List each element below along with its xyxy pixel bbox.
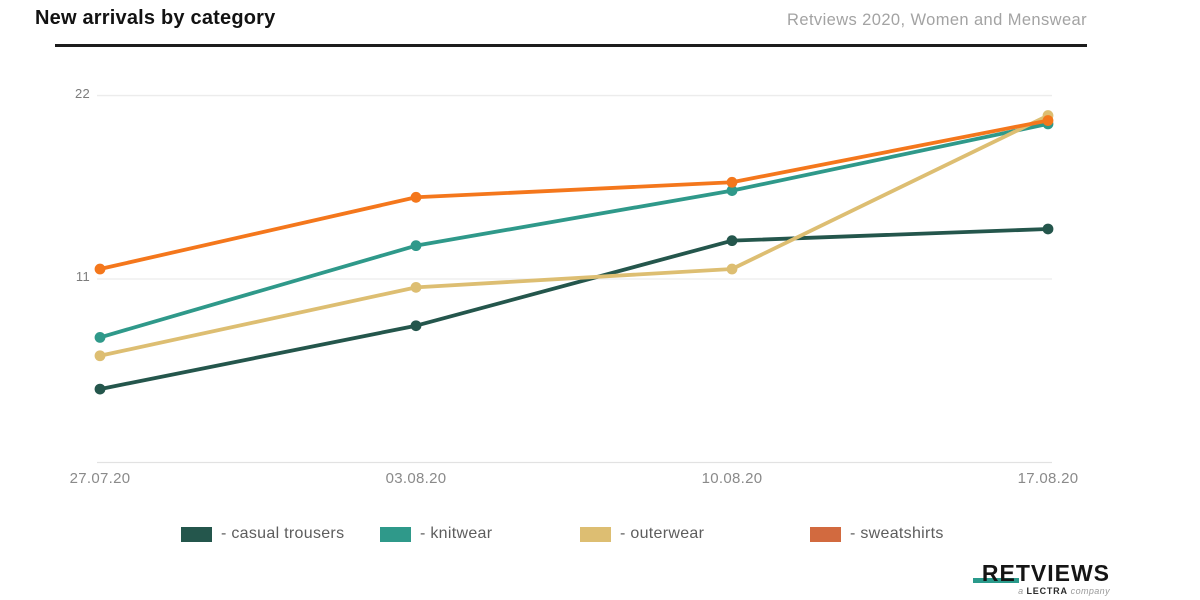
tagline-prefix: a [1018,586,1024,596]
page-subtitle: Retviews 2020, Women and Menswear [787,11,1087,29]
legend-label: - outerwear [620,525,705,542]
header-divider [55,44,1087,47]
legend-swatch-outerwear [580,526,611,542]
y-axis-tick-11: 11 [75,269,90,284]
point-casual-trousers-27.07.20 [94,383,106,395]
legend-label: - knitwear [420,525,493,542]
tagline-suffix: company [1070,586,1110,596]
x-axis-tick: 03.08.20 [385,470,447,487]
point-knitwear-27.07.20 [94,332,106,343]
point-casual-trousers-10.08.20 [726,235,738,247]
point-casual-trousers-03.08.20 [410,320,422,332]
x-axis-tick: 27.07.20 [69,470,131,487]
line-casual-trousers [98,227,1050,392]
point-casual-trousers-17.08.20 [1042,223,1054,235]
page-title: New arrivals by category [35,7,276,29]
logo-brand-text: RETVIEWS [981,560,1110,586]
legend-label: - sweatshirts [850,525,944,542]
legend-swatch-sweatshirts [810,526,841,542]
point-outerwear-10.08.20 [726,263,738,275]
point-sweatshirts-03.08.20 [410,191,422,203]
x-axis-tick: 17.08.20 [1017,470,1079,487]
legend-label: - casual trousers [221,525,345,542]
point-sweatshirts-10.08.20 [726,176,738,188]
point-knitwear-10.08.20 [726,185,738,197]
point-outerwear-27.07.20 [94,350,106,362]
line-knitwear [98,121,1050,340]
tagline-lectra: LECTRA [1026,586,1068,596]
retviews-wordmark: RETVIEWS [972,560,1110,586]
retviews-logo: RETVIEWS a LECTRA company [972,560,1110,596]
logo-tagline: a LECTRA company [982,586,1110,596]
point-sweatshirts-17.08.20 [1042,115,1054,126]
legend-item-outerwear: - outerwear [580,524,704,544]
legend-item-casual-trousers: - casual trousers [181,524,344,544]
legend-swatch-knitwear [380,526,411,542]
x-axis-tick: 10.08.20 [701,470,763,487]
point-knitwear-03.08.20 [410,240,422,252]
legend-item-knitwear: - knitwear [380,524,492,544]
legend-swatch-casual-trousers [181,526,212,542]
point-outerwear-03.08.20 [410,281,422,293]
line-sweatshirts [98,118,1050,271]
legend-item-sweatshirts: - sweatshirts [810,524,944,544]
point-sweatshirts-27.07.20 [94,263,106,275]
line-outerwear [98,113,1050,358]
y-axis-tick-22: 22 [74,86,90,101]
